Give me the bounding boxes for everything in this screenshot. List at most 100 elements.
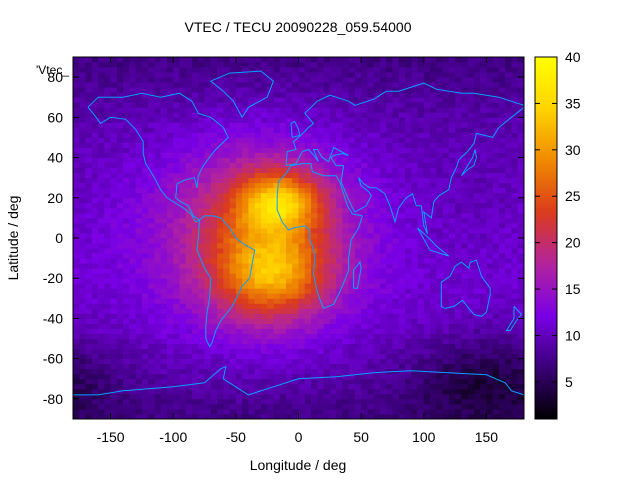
heatmap-cell bbox=[304, 288, 312, 294]
heatmap-cell bbox=[273, 157, 281, 163]
heatmap-cell bbox=[379, 167, 387, 174]
heatmap-cell bbox=[104, 258, 111, 264]
heatmap-cell bbox=[329, 328, 337, 334]
heatmap-cell bbox=[373, 57, 381, 63]
heatmap-cell bbox=[129, 363, 137, 370]
heatmap-cell bbox=[430, 288, 437, 294]
heatmap-cell bbox=[198, 212, 205, 219]
heatmap-cell bbox=[85, 182, 93, 189]
heatmap-cell bbox=[267, 378, 274, 385]
heatmap-cell bbox=[342, 293, 350, 299]
heatmap-cell bbox=[154, 162, 162, 169]
heatmap-cell bbox=[135, 107, 143, 113]
heatmap-cell bbox=[442, 413, 450, 419]
heatmap-cell bbox=[292, 293, 299, 299]
heatmap-cell bbox=[417, 323, 425, 329]
heatmap-cell bbox=[392, 72, 400, 78]
heatmap-cell bbox=[73, 403, 80, 410]
heatmap-cell bbox=[304, 202, 312, 209]
heatmap-cell bbox=[85, 348, 93, 355]
heatmap-cell bbox=[260, 137, 268, 143]
heatmap-cell bbox=[411, 348, 418, 355]
heatmap-cell bbox=[173, 368, 180, 375]
heatmap-cell bbox=[311, 187, 318, 194]
heatmap-cell bbox=[198, 72, 205, 78]
heatmap-cell bbox=[373, 408, 381, 415]
heatmap-cell bbox=[336, 393, 343, 400]
heatmap-cell bbox=[135, 243, 143, 249]
heatmap-cell bbox=[260, 368, 268, 375]
heatmap-cell bbox=[361, 303, 368, 309]
heatmap-cell bbox=[386, 62, 393, 68]
heatmap-cell bbox=[436, 177, 443, 184]
heatmap-cell bbox=[342, 217, 350, 224]
heatmap-cell bbox=[423, 172, 431, 179]
heatmap-cell bbox=[135, 177, 143, 184]
heatmap-cell bbox=[123, 107, 130, 113]
heatmap-cell bbox=[423, 177, 431, 184]
heatmap-cell bbox=[242, 87, 249, 93]
heatmap-cell bbox=[329, 67, 337, 73]
heatmap-cell bbox=[498, 383, 506, 390]
heatmap-cell bbox=[135, 227, 143, 234]
heatmap-cell bbox=[492, 253, 500, 259]
heatmap-cell bbox=[98, 338, 105, 344]
heatmap-cell bbox=[217, 268, 224, 274]
heatmap-cell bbox=[417, 177, 425, 184]
heatmap-cell bbox=[223, 162, 230, 169]
heatmap-cell bbox=[498, 232, 506, 239]
heatmap-cell bbox=[235, 353, 243, 360]
heatmap-cell bbox=[417, 187, 425, 194]
heatmap-cell bbox=[373, 192, 381, 199]
heatmap-cell bbox=[361, 182, 368, 189]
heatmap-cell bbox=[116, 137, 124, 143]
heatmap-cell bbox=[398, 378, 406, 385]
heatmap-cell bbox=[455, 243, 462, 249]
heatmap-cell bbox=[298, 192, 306, 199]
heatmap-cell bbox=[135, 333, 143, 339]
heatmap-cell bbox=[198, 293, 205, 299]
heatmap-cell bbox=[398, 358, 406, 365]
heatmap-cell bbox=[279, 162, 287, 169]
heatmap-cell bbox=[166, 328, 174, 334]
heatmap-cell bbox=[210, 403, 218, 410]
heatmap-cell bbox=[430, 132, 437, 138]
heatmap-cell bbox=[473, 157, 481, 163]
heatmap-cell bbox=[461, 207, 469, 214]
heatmap-cell bbox=[430, 212, 437, 219]
heatmap-cell bbox=[386, 263, 393, 269]
heatmap-cell bbox=[179, 283, 187, 289]
heatmap-cell bbox=[185, 273, 193, 279]
heatmap-cell bbox=[473, 353, 481, 360]
heatmap-cell bbox=[73, 323, 80, 329]
heatmap-cell bbox=[354, 268, 362, 274]
heatmap-cell bbox=[254, 338, 262, 344]
heatmap-cell bbox=[91, 323, 99, 329]
heatmap-cell bbox=[323, 288, 331, 294]
heatmap-cell bbox=[179, 338, 187, 344]
heatmap-cell bbox=[198, 278, 205, 284]
heatmap-cell bbox=[185, 167, 193, 174]
heatmap-cell bbox=[91, 197, 99, 204]
heatmap-cell bbox=[480, 298, 487, 304]
heatmap-cell bbox=[336, 313, 343, 319]
heatmap-cell bbox=[135, 288, 143, 294]
heatmap-cell bbox=[354, 293, 362, 299]
heatmap-cell bbox=[185, 187, 193, 194]
heatmap-cell bbox=[254, 127, 262, 133]
heatmap-cell bbox=[210, 72, 218, 78]
heatmap-cell bbox=[166, 273, 174, 279]
heatmap-cell bbox=[204, 383, 212, 390]
heatmap-cell bbox=[455, 308, 462, 314]
heatmap-cell bbox=[480, 253, 487, 259]
heatmap-cell bbox=[430, 413, 437, 419]
heatmap-cell bbox=[417, 313, 425, 319]
heatmap-cell bbox=[480, 197, 487, 204]
heatmap-cell bbox=[273, 142, 281, 148]
heatmap-cell bbox=[279, 248, 287, 254]
heatmap-cell bbox=[279, 97, 287, 103]
heatmap-cell bbox=[292, 388, 299, 395]
heatmap-cell bbox=[129, 413, 137, 419]
heatmap-cell bbox=[110, 358, 118, 365]
heatmap-cell bbox=[367, 172, 375, 179]
